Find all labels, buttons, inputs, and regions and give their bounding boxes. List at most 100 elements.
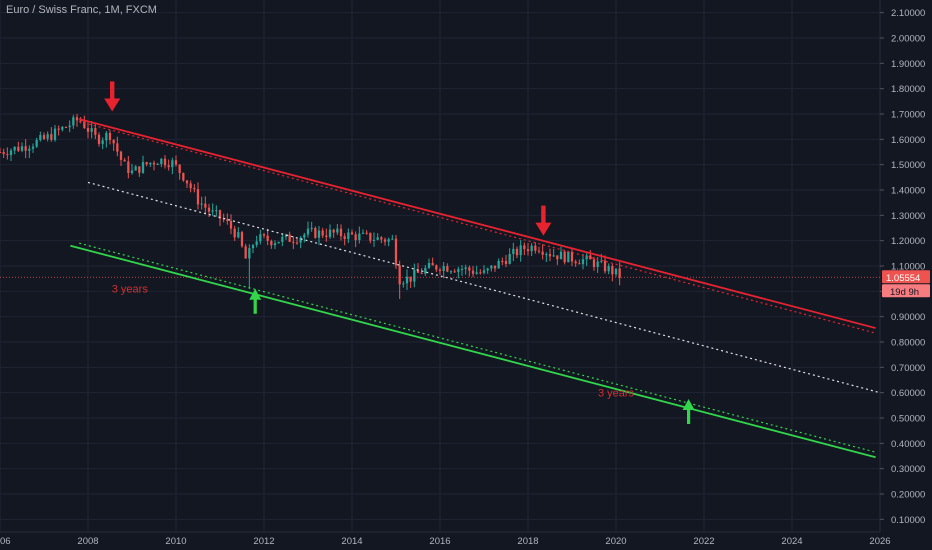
candle-body [603, 260, 607, 272]
candle-body [310, 227, 313, 229]
candle-body [574, 261, 577, 264]
candle-body [28, 148, 31, 151]
x-tick-label: 2014 [341, 536, 362, 547]
candle-body [200, 203, 203, 205]
x-tick-label: 2020 [605, 536, 626, 547]
candle-body [79, 120, 82, 122]
candle-body [218, 210, 222, 219]
x-tick-label: 2012 [253, 536, 274, 547]
candle-body [248, 248, 251, 259]
candle-body [343, 236, 346, 240]
candle-body [336, 228, 339, 233]
candle-body [204, 203, 207, 208]
candle-body [130, 170, 134, 174]
candle-body [391, 238, 394, 240]
candle-body [295, 242, 299, 244]
candle-body [50, 134, 53, 140]
x-tick-label: 2016 [429, 536, 450, 547]
candle-body [354, 234, 357, 241]
y-tick-label: 2.00000 [891, 34, 925, 45]
candle-body [86, 127, 90, 132]
countdown-label: 19d 9h [890, 287, 919, 298]
y-tick-label: 0.80000 [891, 338, 925, 349]
candle-body [482, 270, 486, 273]
candle-body [614, 268, 618, 275]
candle-body [284, 234, 288, 237]
candle-body [262, 234, 266, 236]
candle-body [449, 271, 453, 273]
y-tick-label: 1.10000 [891, 262, 925, 273]
y-tick-label: 1.60000 [891, 135, 925, 146]
y-tick-label: 1.90000 [891, 59, 925, 70]
candle-body [222, 218, 225, 220]
candle-body [163, 158, 167, 166]
candle-body [237, 232, 240, 238]
candle-body [266, 235, 269, 241]
candle-body [270, 240, 273, 246]
candle-body [255, 241, 258, 246]
arrow-up-icon [682, 399, 695, 424]
arrow-shaft [541, 205, 546, 225]
candle-body [442, 266, 445, 272]
candle-body [193, 188, 196, 190]
candle-body [57, 128, 60, 130]
x-tick-label: 2026 [869, 536, 890, 547]
candle-body [497, 260, 500, 269]
candle-body [94, 128, 97, 135]
candle-body [369, 232, 372, 241]
candle-body [460, 268, 464, 270]
candle-body [196, 189, 200, 205]
candle-body [545, 254, 548, 256]
candle-body [592, 259, 596, 268]
arrow-head [249, 288, 262, 300]
candle-body [383, 239, 387, 242]
candle-body [365, 232, 368, 234]
candle-body [101, 140, 104, 144]
candle-body [303, 234, 306, 238]
candle-body [108, 132, 112, 140]
y-tick-label: 1.40000 [891, 186, 925, 197]
y-tick-label: 1.30000 [891, 211, 925, 222]
candle-body [372, 239, 376, 241]
y-tick-label: 2.10000 [891, 8, 925, 19]
y-tick-label: 0.20000 [891, 490, 925, 501]
candle-body [215, 210, 218, 212]
candle-body [174, 160, 178, 165]
candle-body [72, 117, 75, 126]
candle-body [526, 249, 530, 252]
candle-body [288, 234, 291, 242]
candle-body [376, 237, 379, 240]
candle-body [20, 146, 24, 151]
candle-body [167, 165, 170, 168]
candle-body [6, 154, 9, 156]
candle-body [17, 146, 20, 151]
arrow-head [535, 222, 552, 236]
candle-body [380, 237, 383, 240]
candle-body [229, 220, 233, 229]
y-tick-label: 1.80000 [891, 84, 925, 95]
candle-body [156, 164, 159, 166]
candle-body [299, 237, 302, 243]
current-price-label: 1.05554 [886, 273, 920, 284]
candle-body [240, 232, 244, 247]
candle-body [160, 158, 163, 165]
candle-body [321, 230, 324, 236]
candle-body [112, 139, 115, 144]
candle-body [185, 180, 189, 184]
candle-body [435, 265, 438, 270]
arrow-shaft [253, 297, 257, 314]
x-tick-label: 2024 [781, 536, 802, 547]
candle-body [548, 254, 552, 257]
candle-body [317, 230, 321, 238]
candle-body [35, 139, 38, 147]
candle-body [347, 232, 350, 240]
candle-body [471, 270, 475, 274]
candle-body [314, 227, 317, 238]
candle-body [332, 229, 335, 233]
candle-body [468, 267, 471, 271]
y-tick-label: 0.40000 [891, 439, 925, 450]
candle-body [361, 232, 365, 234]
arrow-head [104, 98, 121, 112]
